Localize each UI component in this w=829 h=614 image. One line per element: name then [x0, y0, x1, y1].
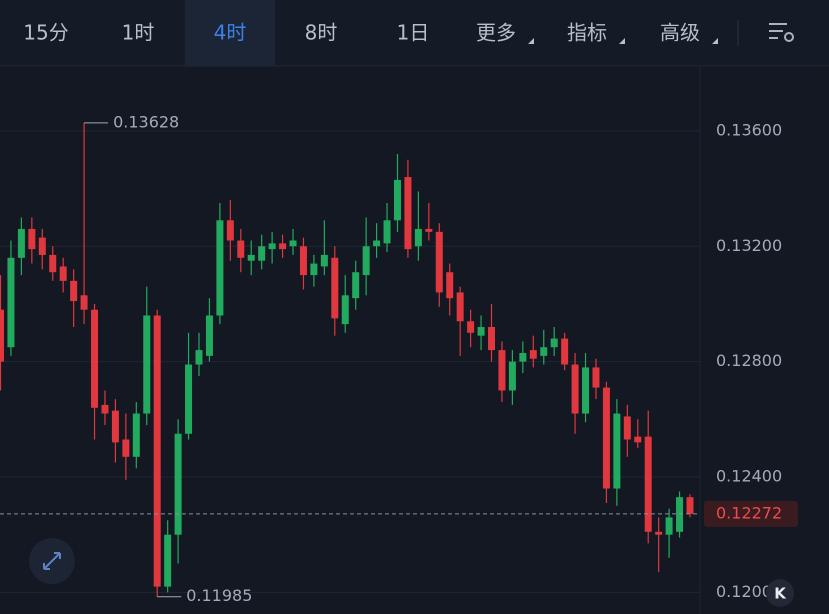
candle-body	[174, 433, 182, 535]
candle-body	[477, 327, 485, 336]
candle-body	[80, 295, 88, 310]
candle-body	[498, 350, 506, 391]
timeframe-tab[interactable]: 1时	[122, 21, 155, 45]
candle-body	[550, 338, 558, 348]
candle-body	[132, 413, 140, 457]
last-price-label: 0.12272	[716, 503, 782, 522]
candle-body	[571, 364, 579, 414]
candle-body	[393, 179, 401, 221]
candle-body	[310, 263, 318, 276]
candle-body	[373, 240, 381, 247]
candle-body	[519, 352, 527, 362]
y-tick-label: 0.13600	[716, 120, 782, 139]
timeframe-tab[interactable]: 15分	[23, 21, 68, 45]
candle-body	[676, 497, 684, 532]
timeframe-tab[interactable]: 更多	[476, 21, 516, 45]
toolbar	[0, 0, 829, 66]
candle-body	[111, 410, 119, 443]
candle-body	[237, 240, 245, 258]
candle-body	[289, 240, 297, 247]
candle-body	[383, 220, 391, 244]
candle-body	[362, 246, 370, 276]
last-price-box	[704, 500, 798, 527]
logo-badge: K	[766, 579, 794, 607]
candle-body	[341, 295, 349, 325]
candle-body	[320, 254, 328, 267]
candle-body	[446, 272, 454, 299]
dropdown-triangle	[528, 38, 534, 44]
candle-body	[247, 254, 255, 261]
candle-body	[70, 280, 78, 302]
candle-body	[467, 321, 475, 333]
candle-body	[17, 228, 25, 258]
tab-selected-bg	[185, 0, 275, 66]
timeframe-tab[interactable]: 1日	[397, 21, 430, 45]
candle-body	[644, 436, 652, 532]
candle-body	[404, 177, 412, 250]
dropdown-triangle	[619, 38, 625, 44]
candle-body	[561, 338, 569, 365]
candle-body	[665, 517, 673, 535]
candle-body	[195, 350, 203, 365]
candle-body	[0, 309, 4, 362]
candle-body	[153, 315, 161, 587]
candle-body	[488, 327, 496, 351]
logo: K	[774, 585, 787, 603]
candle-body	[686, 497, 694, 514]
candle-body	[623, 416, 631, 440]
candle-body	[425, 228, 433, 232]
candle-body	[655, 531, 663, 535]
candle-body	[435, 231, 443, 293]
expand-button[interactable]	[29, 538, 75, 584]
candle-body	[582, 367, 590, 414]
settings-icon[interactable]	[769, 23, 794, 42]
candle-body	[122, 439, 130, 457]
y-tick-label: 0.12000	[716, 582, 782, 601]
candle-body	[613, 413, 621, 489]
candle-body	[28, 228, 36, 250]
candle-body	[331, 257, 339, 319]
candle-body	[205, 315, 213, 356]
candle-body	[529, 350, 537, 359]
timeframe-tab[interactable]: 指标	[567, 21, 607, 45]
candle-body	[540, 347, 548, 356]
candle-body	[216, 220, 224, 316]
candle-body	[268, 243, 276, 250]
candle-body	[602, 387, 610, 489]
candle-body	[299, 246, 307, 276]
candle-body	[456, 292, 464, 322]
y-tick-label: 0.12400	[716, 467, 782, 486]
candle-body	[414, 228, 422, 247]
low-marker-label: 0.11985	[186, 586, 252, 605]
candle-body	[101, 404, 109, 414]
timeframe-tab[interactable]: 8时	[305, 21, 338, 45]
dropdown-triangle	[712, 38, 718, 44]
candle-body	[508, 361, 516, 391]
candle-body	[592, 367, 600, 388]
y-tick-label: 0.12800	[716, 351, 782, 370]
candle-body	[143, 315, 151, 414]
candle-body	[258, 246, 266, 261]
candle-body	[7, 257, 15, 348]
candle-body	[226, 220, 234, 241]
candle-body	[279, 243, 287, 250]
timeframe-tab[interactable]: 高级	[660, 21, 700, 45]
y-tick-label: 0.13200	[716, 236, 782, 255]
candle-body	[91, 309, 99, 408]
candle-body	[634, 436, 642, 443]
candle-body	[352, 272, 360, 299]
candle-body	[38, 237, 46, 255]
candle-body	[185, 364, 193, 434]
timeframe-tab[interactable]: 4时	[214, 21, 247, 45]
high-marker-label: 0.13628	[113, 112, 179, 131]
candle-body	[59, 266, 67, 281]
candle-body	[49, 254, 57, 273]
candle-body	[164, 534, 172, 587]
